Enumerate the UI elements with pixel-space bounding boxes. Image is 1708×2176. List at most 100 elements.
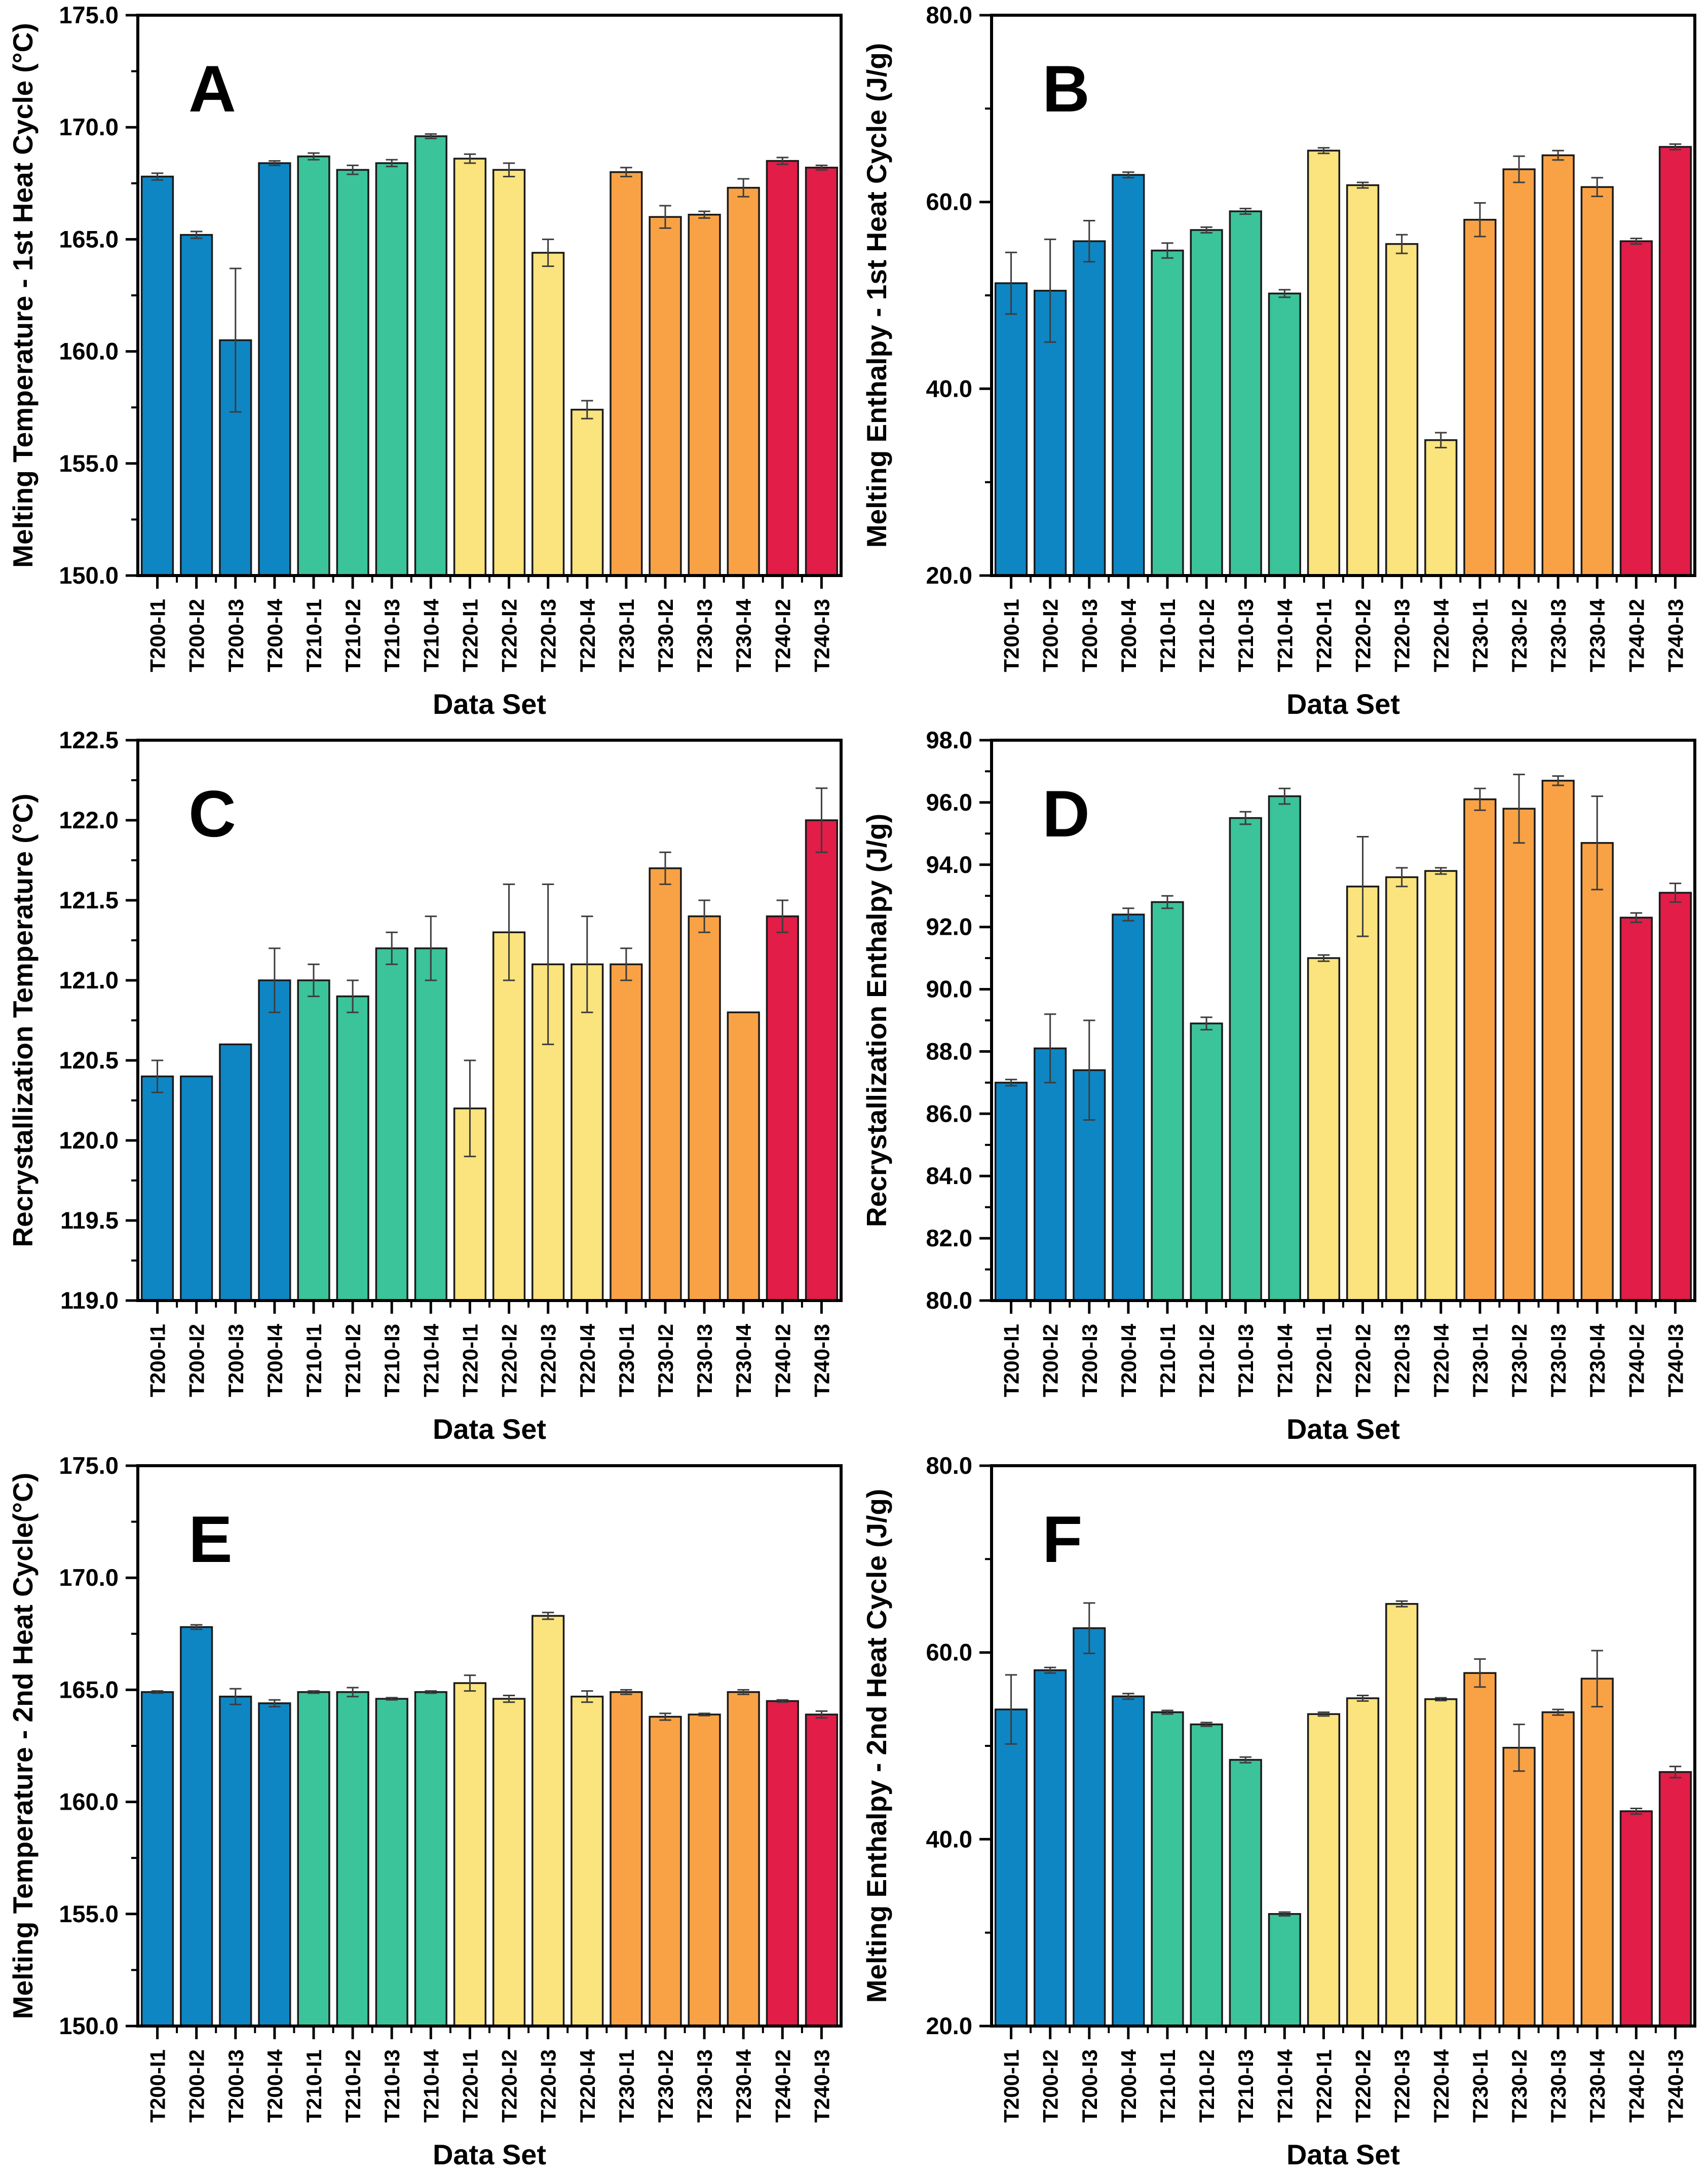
panel-D: 80.0 82.0 84.0 86.0 88.0 90.0 92.0 94.0 96.0 98.0… [854, 725, 1708, 1450]
error-bar [151, 1690, 164, 1694]
error-bar [230, 1688, 242, 1705]
x-tick-label: T200-I3 [1078, 599, 1102, 672]
error-bar [386, 931, 398, 965]
bar [1580, 1677, 1614, 2027]
bar [1151, 249, 1184, 577]
bar [219, 1043, 252, 1302]
x-tick-label: T200-I2 [185, 2049, 209, 2123]
error-bar [542, 1612, 554, 1620]
bar [805, 819, 839, 1302]
x-tick-label: T230-I3 [1546, 2049, 1570, 2123]
x-tick-label: T230-I1 [1468, 2049, 1492, 2123]
x-tick-label: T200-I3 [1078, 1324, 1102, 1397]
error-bar [190, 231, 203, 239]
x-axis-title: Data Set [433, 1413, 546, 1445]
x-tick-label: T240-I2 [1624, 2049, 1648, 2123]
bar [610, 963, 643, 1302]
y-tick-label: 155.0 [59, 1900, 119, 1927]
bar [649, 867, 682, 1302]
x-tick-label: T200-I3 [224, 599, 248, 672]
error-bar [1552, 775, 1564, 786]
y-tick-label: 165.0 [59, 1676, 119, 1703]
bar [414, 947, 447, 1302]
bar [1502, 1746, 1536, 2027]
bar [414, 1691, 447, 2027]
y-axis-title: Melting Enthalpy - 2nd Heat Cycle (J/g) [861, 1489, 892, 2003]
x-tick-label: T210-I1 [1156, 1324, 1180, 1397]
x-tick-label: T200-I3 [224, 1324, 248, 1397]
bar [375, 947, 408, 1302]
bar [336, 169, 369, 577]
x-tick-label: T210-I4 [1273, 1323, 1297, 1397]
error-bar [659, 851, 671, 885]
error-bar [1005, 1079, 1017, 1087]
error-bar [620, 167, 632, 177]
x-tick-label: T220-I2 [498, 1324, 521, 1397]
x-tick-label: T220-I3 [537, 1324, 560, 1397]
x-tick-label: T210-I2 [1195, 1324, 1219, 1397]
x-tick-label: T210-I1 [302, 1324, 326, 1397]
x-tick-label: T210-I4 [419, 598, 443, 672]
panel-letter: C [188, 777, 236, 851]
error-bar [815, 1710, 828, 1719]
bar [1580, 842, 1614, 1302]
x-tick-label: T220-I4 [1429, 2049, 1453, 2122]
x-tick-label: T220-I2 [1351, 1324, 1375, 1397]
bar [1307, 957, 1341, 1302]
x-tick-label: T210-I4 [1273, 2049, 1297, 2122]
x-tick-label: T230-I1 [1468, 1324, 1492, 1397]
y-tick-label: 88.0 [926, 1038, 972, 1064]
y-tick-label: 84.0 [926, 1162, 972, 1189]
error-bar [1239, 208, 1251, 215]
error-bar [1083, 1019, 1095, 1121]
bar [492, 169, 526, 577]
y-tick-label: 121.0 [59, 967, 119, 994]
x-tick-label: T200-I1 [146, 599, 170, 672]
x-tick-label: T200-I4 [263, 2049, 287, 2122]
bar [532, 1615, 565, 2027]
error-bar [1435, 432, 1447, 448]
y-tick-label: 119.5 [60, 1207, 119, 1234]
y-tick-label: 120.0 [59, 1127, 119, 1154]
bar [1307, 149, 1341, 577]
panel-E: 150.0 155.0 160.0 165.0 170.0 175.0 T200-I1 T20… [0, 1450, 854, 2176]
error-bar [815, 164, 828, 171]
x-tick-label: T230-I4 [732, 1323, 755, 1397]
x-tick-label: T230-I2 [654, 1324, 677, 1397]
panel-letter: E [188, 1502, 233, 1576]
error-bar [659, 1712, 671, 1721]
y-tick-label: 40.0 [926, 1825, 972, 1852]
y-tick-label: 40.0 [926, 375, 972, 402]
bar [766, 160, 799, 577]
error-bar [1474, 787, 1486, 811]
bar [1658, 146, 1692, 577]
bar [1190, 229, 1223, 577]
x-tick-label: T210-I2 [1195, 2049, 1219, 2123]
error-bar [1122, 907, 1134, 922]
error-bar [503, 162, 515, 177]
error-bar [1474, 202, 1486, 238]
y-tick-label: 86.0 [926, 1100, 972, 1127]
x-tick-label: T220-I2 [498, 599, 521, 672]
x-axis-title: Data Set [1286, 2139, 1400, 2170]
error-bar [1005, 251, 1017, 315]
x-tick-label: T200-I4 [263, 1323, 287, 1397]
error-bar [386, 159, 398, 168]
bar [727, 1691, 760, 2027]
bar [1268, 292, 1301, 577]
x-tick-label: T240-I2 [1624, 599, 1648, 672]
x-tick-label: T200-I2 [185, 1324, 209, 1397]
bar [766, 915, 799, 1302]
bar [1541, 780, 1575, 1302]
x-tick-label: T220-I3 [537, 2049, 560, 2123]
error-bar [542, 238, 554, 267]
panel-C: 119.0 119.5 120.0 120.5 121.0 121.5 122.0 122.5… [0, 725, 854, 1450]
x-tick-label: T220-I1 [1312, 599, 1336, 672]
x-tick-label: T220-I2 [1351, 599, 1375, 672]
x-tick-label: T220-I4 [576, 1323, 599, 1397]
error-bar [1083, 220, 1095, 263]
y-tick-label: 160.0 [59, 338, 119, 365]
bar [1034, 290, 1067, 577]
x-tick-label: T230-I2 [1507, 1324, 1531, 1397]
